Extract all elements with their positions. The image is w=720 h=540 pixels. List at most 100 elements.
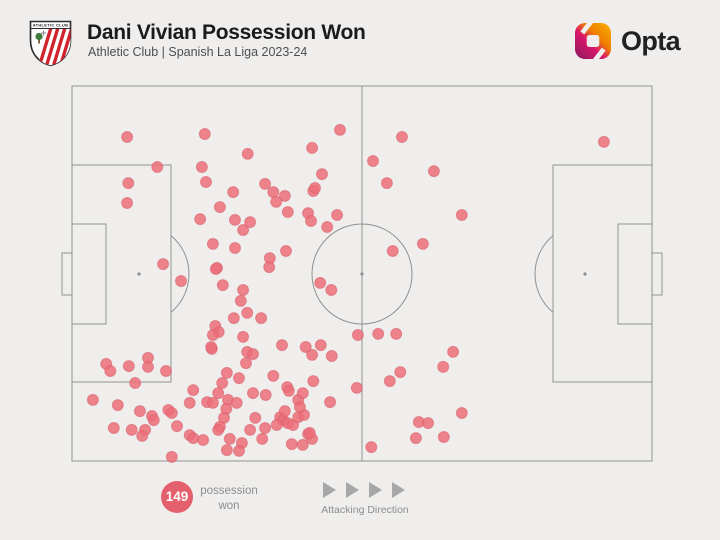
possession-dot bbox=[249, 411, 262, 424]
possession-dot bbox=[334, 123, 346, 136]
arrow-right-icon bbox=[392, 482, 405, 498]
possession-dot bbox=[367, 155, 379, 167]
possession-dots bbox=[86, 123, 610, 463]
possession-dot bbox=[597, 135, 610, 148]
possession-dot bbox=[183, 396, 196, 409]
possession-dot bbox=[195, 161, 208, 173]
possession-dot bbox=[350, 381, 363, 394]
possession-dot bbox=[229, 213, 241, 226]
possession-dot bbox=[455, 209, 468, 221]
possession-dot bbox=[209, 263, 222, 275]
crest-stripes bbox=[37, 28, 71, 66]
possession-dot bbox=[194, 213, 207, 226]
possession-dot bbox=[125, 423, 138, 436]
possession-dot bbox=[237, 224, 250, 236]
right-penalty-arc bbox=[534, 235, 554, 313]
possession-dot bbox=[187, 432, 200, 445]
possession-dot bbox=[200, 176, 212, 188]
possession-dot bbox=[299, 341, 312, 353]
possession-dot bbox=[394, 366, 407, 379]
opta-logo-icon bbox=[575, 22, 611, 60]
possession-dot bbox=[303, 426, 316, 439]
centre-circle bbox=[311, 223, 413, 325]
possession-dot bbox=[234, 294, 247, 307]
crest-text: ATHLETIC CLUB bbox=[33, 23, 69, 28]
possession-dot bbox=[278, 189, 291, 202]
left-penalty-area bbox=[71, 164, 172, 383]
possession-dot bbox=[306, 141, 319, 154]
possession-dot bbox=[296, 438, 309, 451]
possession-dot bbox=[296, 387, 309, 400]
possession-dot bbox=[86, 393, 99, 406]
possession-dot bbox=[206, 329, 219, 341]
possession-dot bbox=[305, 215, 317, 227]
possession-dot bbox=[241, 306, 254, 319]
possession-dot bbox=[247, 387, 259, 400]
pitch-svg bbox=[61, 85, 663, 463]
possession-dot bbox=[160, 365, 172, 377]
possession-dot bbox=[227, 312, 240, 325]
possession-dot bbox=[293, 401, 306, 413]
possession-dot bbox=[237, 330, 250, 343]
arrow-right-icon bbox=[323, 482, 336, 498]
attacking-direction-label: Attacking Direction bbox=[321, 504, 409, 516]
possession-dot bbox=[212, 387, 225, 400]
possession-dot bbox=[281, 206, 294, 218]
possession-dot bbox=[240, 357, 252, 370]
possession-dot bbox=[121, 131, 134, 143]
possession-dot bbox=[216, 377, 229, 389]
possession-dot bbox=[316, 168, 328, 181]
possession-dot bbox=[396, 131, 408, 143]
possession-dot bbox=[241, 147, 254, 160]
possession-dot bbox=[447, 345, 460, 358]
possession-dot bbox=[259, 389, 272, 401]
left-penalty-spot bbox=[137, 272, 141, 276]
possession-dot bbox=[244, 216, 257, 229]
possession-dot bbox=[244, 423, 257, 436]
possession-dot bbox=[263, 261, 276, 274]
possession-dot bbox=[136, 429, 149, 442]
possession-dot bbox=[213, 201, 226, 214]
crest-tree-icon bbox=[35, 32, 43, 44]
possession-dot bbox=[227, 186, 240, 199]
right-goal bbox=[651, 252, 663, 296]
possession-dot bbox=[365, 441, 378, 454]
possession-dot bbox=[437, 431, 450, 443]
possession-dot bbox=[175, 275, 187, 287]
possession-dot bbox=[111, 399, 124, 412]
possession-dot bbox=[151, 161, 164, 173]
possession-dot bbox=[165, 407, 178, 419]
possession-dot bbox=[331, 209, 344, 221]
possession-dot bbox=[171, 420, 183, 433]
possession-dot bbox=[372, 327, 385, 340]
possession-dot bbox=[237, 284, 250, 296]
possession-dot bbox=[104, 365, 117, 377]
possession-dot bbox=[212, 423, 225, 436]
page-title: Dani Vivian Possession Won bbox=[87, 21, 366, 44]
possession-dot bbox=[255, 312, 268, 325]
possession-dot bbox=[220, 366, 233, 379]
left-six-yard-box bbox=[71, 223, 107, 325]
possession-dot bbox=[206, 396, 219, 409]
possession-dot bbox=[267, 186, 280, 199]
left-penalty-arc bbox=[170, 235, 190, 313]
possession-dot bbox=[282, 384, 295, 397]
possession-dot bbox=[142, 360, 154, 373]
possession-dot bbox=[314, 276, 327, 289]
possession-dot bbox=[129, 377, 142, 389]
possession-dot bbox=[307, 375, 320, 388]
possession-dot bbox=[422, 417, 435, 430]
possession-dot bbox=[270, 195, 283, 208]
possession-dot bbox=[107, 422, 120, 434]
possession-count-label: possession won bbox=[200, 485, 258, 512]
possession-dot bbox=[270, 419, 283, 431]
right-penalty-spot bbox=[583, 272, 587, 276]
possession-dot bbox=[324, 396, 337, 409]
possession-dot bbox=[325, 350, 338, 362]
page-subtitle: Athletic Club | Spanish La Liga 2023-24 bbox=[88, 45, 308, 59]
centre-spot bbox=[360, 272, 364, 276]
possession-count-badge: 149 bbox=[161, 481, 193, 513]
possession-dot bbox=[390, 327, 403, 340]
possession-dot bbox=[325, 284, 338, 296]
